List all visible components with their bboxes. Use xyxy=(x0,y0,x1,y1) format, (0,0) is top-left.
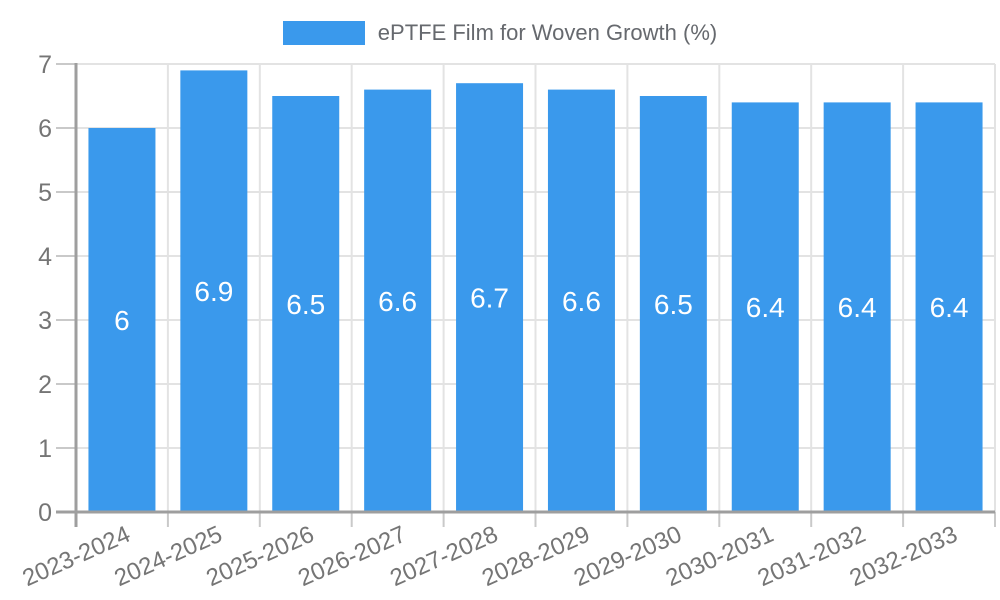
bar-2030-2031 xyxy=(731,102,799,513)
bar-2031-2032 xyxy=(823,102,891,513)
bar-value-label: 6.5 xyxy=(286,289,325,320)
bar-value-label: 6.6 xyxy=(378,286,417,317)
bar-2032-2033 xyxy=(915,102,983,513)
y-tick-label: 4 xyxy=(38,243,52,271)
bar-value-label: 6.5 xyxy=(654,289,693,320)
bar-value-label: 6.7 xyxy=(470,283,509,314)
bar-value-label: 6.4 xyxy=(838,292,877,323)
bar-2027-2028 xyxy=(456,83,524,512)
bar-value-label: 6.4 xyxy=(746,292,785,323)
y-tick-label: 7 xyxy=(38,51,52,79)
y-tick-label: 0 xyxy=(38,499,52,527)
y-tick-label: 2 xyxy=(38,371,52,399)
bar-value-label: 6.4 xyxy=(930,292,969,323)
bar-value-label: 6.9 xyxy=(194,276,233,307)
y-tick-label: 6 xyxy=(38,115,52,143)
bar-value-label: 6.6 xyxy=(562,286,601,317)
bar-2029-2030 xyxy=(639,96,707,512)
bar-2028-2029 xyxy=(547,89,615,512)
y-tick-label: 5 xyxy=(38,179,52,207)
bar-2026-2027 xyxy=(364,89,432,512)
y-tick-label: 3 xyxy=(38,307,52,335)
bar-2025-2026 xyxy=(272,96,340,512)
bar-2024-2025 xyxy=(180,70,248,513)
y-tick-label: 1 xyxy=(38,435,52,463)
bar-value-label: 6 xyxy=(114,305,130,336)
bar-2023-2024 xyxy=(88,128,156,512)
